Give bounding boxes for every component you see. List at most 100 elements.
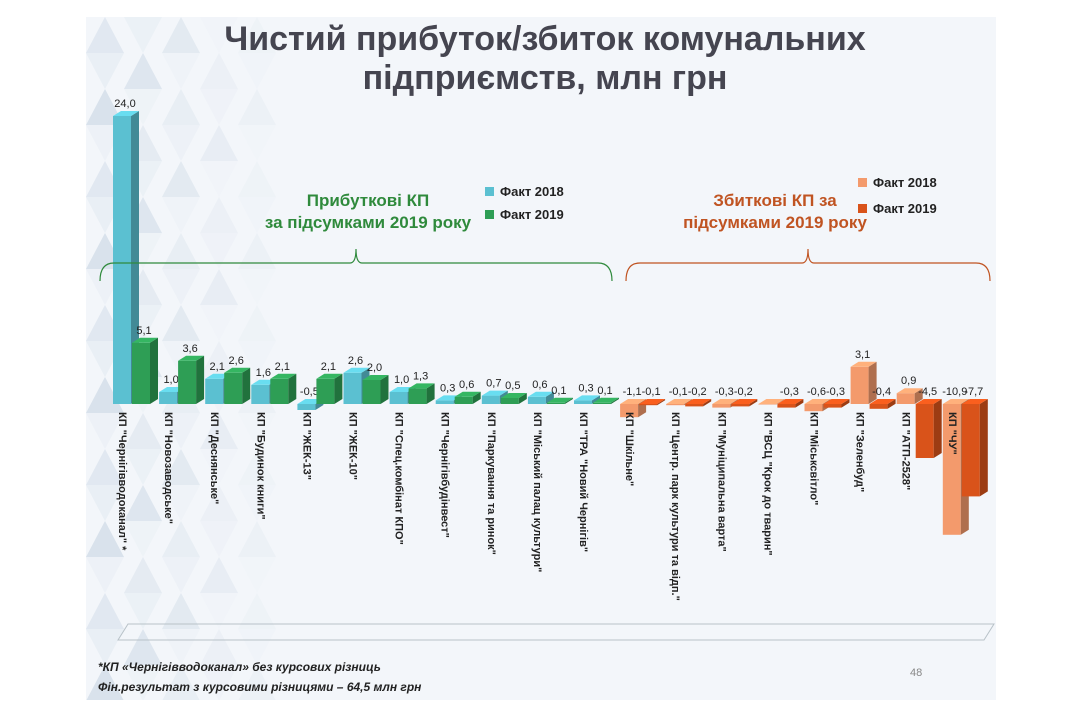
bar-front-face <box>297 404 316 410</box>
decorative-triangle <box>124 521 162 557</box>
legend-swatch <box>485 210 494 220</box>
category-label: КП "Міськсвітло" <box>808 412 820 505</box>
value-label: -4,5 <box>918 386 937 398</box>
category-label: КП "Шкільне" <box>623 412 635 486</box>
bar-2019 <box>869 399 896 409</box>
decorative-triangle <box>238 53 276 89</box>
decorative-triangle <box>200 305 238 341</box>
decorative-triangle <box>162 89 200 125</box>
bar-front-face <box>593 402 611 404</box>
bar-side-face <box>518 393 527 404</box>
bar-2018 <box>574 395 600 404</box>
legend-profit-2018: Факт 2018 <box>485 183 564 199</box>
category-label: КП "ВСЦ "Крок до тварин" <box>761 412 773 556</box>
category-label: КП "Центр. парк культури та відп." <box>669 412 681 601</box>
decorative-triangle <box>200 125 238 161</box>
bar-front-face <box>270 378 289 404</box>
decorative-triangle <box>200 413 238 449</box>
category-label: КП "Чернігівбудінвест" <box>439 412 451 538</box>
value-label: 2,1 <box>210 361 225 373</box>
bar-side-face <box>703 399 712 407</box>
category-label: КП "ЧУ" <box>946 412 958 455</box>
decorative-triangle <box>124 413 162 449</box>
value-label: 1,0 <box>394 374 409 386</box>
decorative-triangle <box>200 521 238 557</box>
decorative-triangle <box>86 557 124 593</box>
bar-top-face <box>777 399 804 404</box>
decorative-triangle <box>162 17 200 53</box>
legend-loss-2019: Факт 2019 <box>858 200 937 216</box>
decorative-triangle <box>162 665 200 700</box>
category-label: КП "Зеленбуд" <box>854 412 866 492</box>
bar-2019 <box>454 391 481 404</box>
bar-front-face <box>639 404 658 406</box>
bar-side-face <box>334 373 343 404</box>
decorative-triangle <box>238 89 276 125</box>
bar-top-face <box>961 399 988 404</box>
decorative-triangle <box>124 89 162 125</box>
profit-group-label: Прибуткові КП за підсумками 2019 року <box>238 190 498 234</box>
category-label: КП "Спец.комбінат КПО" <box>393 412 405 545</box>
legend-swatch <box>858 178 867 188</box>
bar-front-face <box>132 342 150 404</box>
bar-front-face <box>574 400 592 404</box>
bar-front-face <box>804 404 823 412</box>
bar-2019 <box>270 373 297 404</box>
profit-group-label-line2: за підсумками 2019 року <box>264 213 472 232</box>
bar-front-face <box>823 404 842 408</box>
bar-top-face <box>823 399 850 404</box>
decorative-triangle <box>238 269 276 305</box>
decorative-triangle <box>162 413 200 449</box>
bar-top-face <box>408 383 435 389</box>
bar-side-face <box>380 375 389 404</box>
category-label: КП "Міський палац культури" <box>531 412 543 572</box>
decorative-triangle <box>162 557 200 593</box>
bar-top-face <box>454 391 481 397</box>
bar-2019 <box>224 367 251 404</box>
value-label: 2,1 <box>321 361 336 373</box>
category-label: КП "Будинок книги" <box>254 412 266 520</box>
bar-front-face <box>850 366 869 404</box>
decorative-triangle <box>238 629 276 665</box>
value-label: -0,3 <box>780 386 799 398</box>
bar-2019 <box>961 399 988 497</box>
bar-side-face <box>933 399 942 458</box>
bar-2019 <box>546 397 573 404</box>
bar-side-face <box>426 383 435 404</box>
chart-floor <box>117 623 995 641</box>
bar-top-face <box>850 361 877 367</box>
decorative-triangle <box>124 485 162 521</box>
bar-front-face <box>777 404 796 408</box>
value-label: 0,1 <box>597 385 612 397</box>
value-label: -0,5 <box>300 386 319 398</box>
bar-top-face <box>527 391 554 397</box>
bar-top-face <box>942 399 969 404</box>
decorative-triangle <box>238 449 276 485</box>
decorative-triangle <box>162 593 200 629</box>
decorative-triangle <box>200 629 238 665</box>
decorative-triangle <box>124 629 162 665</box>
decorative-triangle <box>200 161 238 197</box>
decorative-triangle <box>200 197 238 233</box>
bar-side-face <box>545 391 554 404</box>
profit-group-brace <box>99 248 613 282</box>
decorative-triangle <box>238 305 276 341</box>
bar-side-face <box>242 367 251 404</box>
decorative-triangle <box>162 449 200 485</box>
decorative-triangle <box>238 485 276 521</box>
decorative-triangle <box>162 53 200 89</box>
bar-top-face <box>270 373 297 379</box>
value-label: -10,9 <box>942 386 967 398</box>
value-label: -0,2 <box>734 386 753 398</box>
value-label: -7,7 <box>964 386 983 398</box>
decorative-triangle <box>124 557 162 593</box>
value-label: 2,6 <box>229 355 244 367</box>
decorative-triangle <box>86 449 124 485</box>
category-label: КП "Муніципальна варта" <box>715 412 727 552</box>
value-label: 0,5 <box>505 380 520 392</box>
category-label: КП "АТП-2528" <box>900 412 912 490</box>
bar-front-face <box>251 384 270 404</box>
bar-side-face <box>288 373 297 404</box>
decorative-triangle <box>86 17 124 53</box>
legend-swatch <box>485 187 494 197</box>
